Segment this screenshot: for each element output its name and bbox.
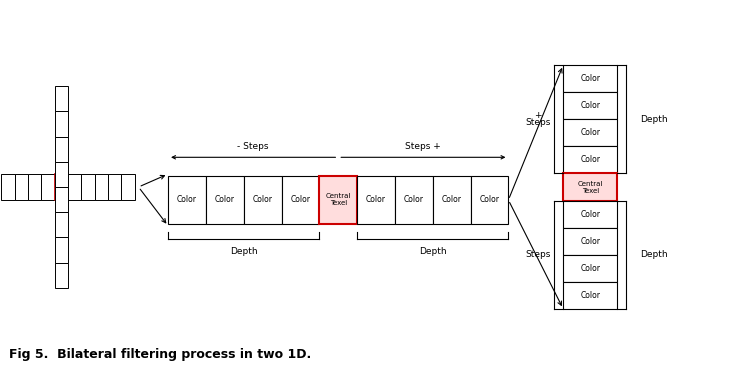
Text: Color: Color: [442, 196, 462, 205]
Bar: [15, 174, 28, 200]
Bar: [563, 146, 618, 174]
Text: Color: Color: [404, 196, 424, 205]
Bar: [28, 174, 42, 200]
Text: Color: Color: [580, 264, 600, 273]
Text: Depth: Depth: [419, 248, 446, 257]
Text: Color: Color: [253, 196, 272, 205]
Bar: [281, 176, 319, 224]
Text: Color: Color: [580, 209, 600, 218]
Bar: [357, 176, 395, 224]
Bar: [563, 174, 618, 200]
Bar: [563, 255, 618, 282]
Text: Central
Texel: Central Texel: [326, 193, 351, 206]
Text: Color: Color: [479, 196, 499, 205]
Text: Color: Color: [177, 196, 197, 205]
Text: - Steps: - Steps: [237, 142, 269, 151]
Bar: [168, 176, 206, 224]
Bar: [94, 174, 108, 200]
Text: +: +: [534, 111, 542, 120]
Bar: [55, 111, 68, 137]
Bar: [81, 174, 94, 200]
Bar: [55, 237, 68, 263]
Bar: [42, 174, 55, 200]
Bar: [55, 174, 68, 200]
Text: Depth: Depth: [641, 250, 668, 259]
Bar: [206, 176, 244, 224]
Bar: [244, 176, 281, 224]
Text: Steps: Steps: [525, 119, 551, 128]
Bar: [395, 176, 433, 224]
Bar: [563, 200, 618, 228]
Text: Color: Color: [580, 74, 600, 83]
Bar: [55, 137, 68, 162]
Text: Color: Color: [580, 237, 600, 246]
Bar: [55, 212, 68, 237]
Text: Depth: Depth: [230, 248, 257, 257]
Text: Color: Color: [580, 101, 600, 110]
Text: Color: Color: [215, 196, 235, 205]
Text: Depth: Depth: [641, 115, 668, 124]
Bar: [55, 86, 68, 111]
Text: Color: Color: [366, 196, 386, 205]
Bar: [563, 282, 618, 309]
Bar: [1, 174, 15, 200]
Bar: [55, 263, 68, 288]
Text: Steps +: Steps +: [405, 142, 441, 151]
Bar: [121, 174, 135, 200]
Text: Color: Color: [290, 196, 310, 205]
Bar: [433, 176, 471, 224]
Bar: [563, 92, 618, 119]
Bar: [563, 228, 618, 255]
Bar: [68, 174, 81, 200]
Bar: [563, 119, 618, 146]
Bar: [563, 65, 618, 92]
Text: Color: Color: [580, 291, 600, 300]
Text: Color: Color: [580, 128, 600, 137]
Bar: [55, 187, 68, 212]
Text: Central
Texel: Central Texel: [577, 181, 603, 193]
Bar: [55, 162, 68, 187]
Bar: [108, 174, 121, 200]
Bar: [471, 176, 508, 224]
Bar: [319, 176, 357, 224]
Text: Color: Color: [580, 156, 600, 165]
Text: Fig 5.  Bilateral filtering process in two 1D.: Fig 5. Bilateral filtering process in tw…: [9, 349, 311, 362]
Text: Steps: Steps: [525, 250, 551, 259]
